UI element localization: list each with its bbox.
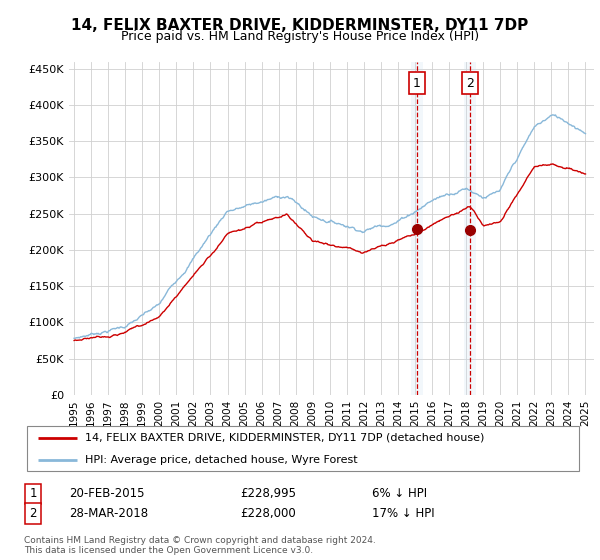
Bar xyxy=(464,62,476,395)
Text: HPI: Average price, detached house, Wyre Forest: HPI: Average price, detached house, Wyre… xyxy=(85,455,358,465)
Text: Contains HM Land Registry data © Crown copyright and database right 2024.
This d: Contains HM Land Registry data © Crown c… xyxy=(24,536,376,556)
Text: Price paid vs. HM Land Registry's House Price Index (HPI): Price paid vs. HM Land Registry's House … xyxy=(121,30,479,43)
Text: 14, FELIX BAXTER DRIVE, KIDDERMINSTER, DY11 7DP: 14, FELIX BAXTER DRIVE, KIDDERMINSTER, D… xyxy=(71,18,529,33)
Text: 14, FELIX BAXTER DRIVE, KIDDERMINSTER, DY11 7DP (detached house): 14, FELIX BAXTER DRIVE, KIDDERMINSTER, D… xyxy=(85,433,485,442)
Text: 17% ↓ HPI: 17% ↓ HPI xyxy=(372,507,434,520)
Text: 1: 1 xyxy=(29,487,37,501)
Text: 20-FEB-2015: 20-FEB-2015 xyxy=(69,487,145,501)
Text: 28-MAR-2018: 28-MAR-2018 xyxy=(69,507,148,520)
FancyBboxPatch shape xyxy=(27,426,579,472)
Text: 2: 2 xyxy=(466,77,474,90)
Text: £228,995: £228,995 xyxy=(240,487,296,501)
Text: £228,000: £228,000 xyxy=(240,507,296,520)
Text: 2: 2 xyxy=(29,507,37,520)
Text: 1: 1 xyxy=(413,77,421,90)
Bar xyxy=(411,62,423,395)
Text: 6% ↓ HPI: 6% ↓ HPI xyxy=(372,487,427,501)
